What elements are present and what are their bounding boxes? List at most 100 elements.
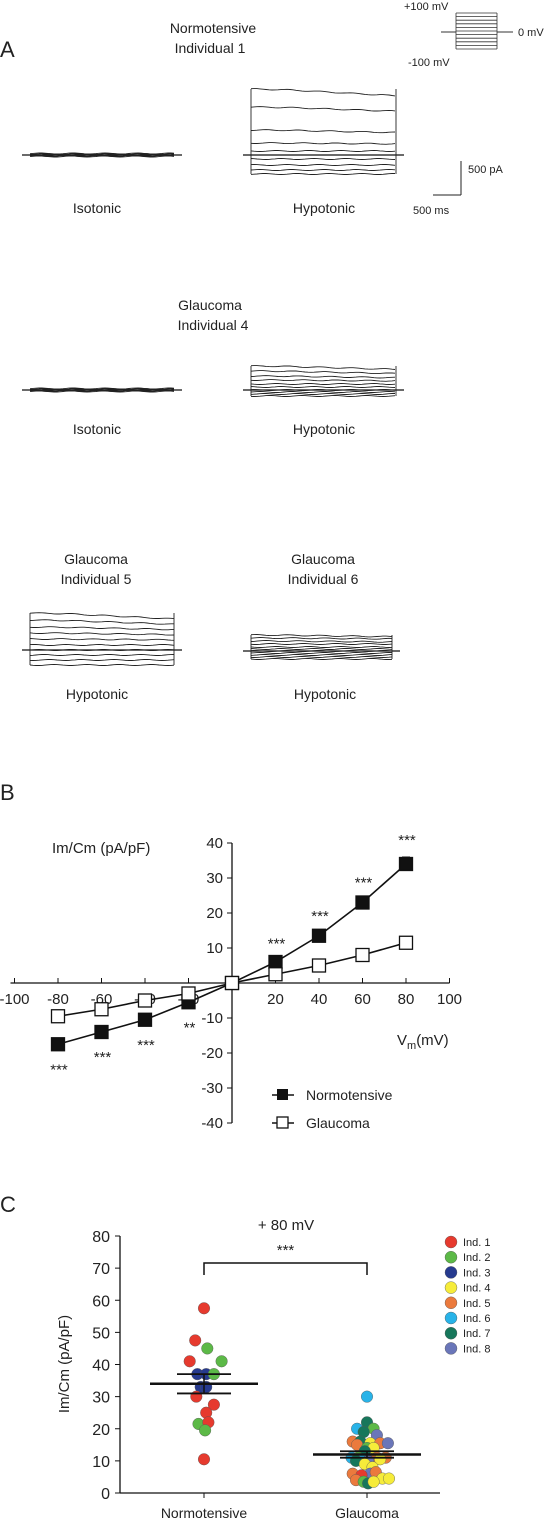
current-trace (250, 158, 396, 160)
c-point-ind-1 (197, 1453, 210, 1466)
protocol-top-label: +100 mV (404, 1, 449, 13)
current-trace (250, 173, 395, 175)
current-trace (29, 659, 175, 661)
current-trace (29, 664, 175, 666)
c-y-tick-label: 20 (92, 1422, 110, 1439)
trace-glaucoma6-hypotonic (243, 634, 400, 660)
c-y-tick-label: 30 (92, 1390, 110, 1407)
b-series (50, 856, 414, 1052)
b-point-glaucoma (224, 975, 240, 991)
b-point-normotensive (355, 895, 370, 910)
b-x-tick-label: 100 (437, 991, 462, 1008)
b-legend: Normotensive Glaucoma (272, 1087, 393, 1131)
c-title: + 80 mV (258, 1217, 314, 1234)
b-annotations: *********************** (50, 832, 416, 1078)
c-point-ind-1 (183, 1355, 196, 1368)
current-trace (250, 637, 393, 640)
current-trace (250, 650, 393, 652)
group2-title-line2: Individual 4 (178, 317, 249, 333)
c-legend-label: Ind. 7 (463, 1328, 491, 1340)
current-trace (29, 390, 175, 393)
legend-glaucoma-marker (276, 1116, 289, 1129)
c-legend-swatch (444, 1311, 458, 1325)
ind5-label: Hypotonic (66, 686, 128, 702)
current-trace (250, 129, 396, 134)
current-trace (29, 632, 175, 636)
c-y-tick-label: 0 (101, 1486, 110, 1503)
current-trace (250, 379, 396, 382)
current-trace (250, 643, 393, 645)
current-trace (250, 389, 396, 391)
current-trace (29, 612, 175, 620)
current-trace (250, 386, 396, 388)
b-y-tick-label: -10 (201, 1010, 223, 1027)
b-y-tick-label: 20 (206, 905, 223, 922)
b-point-normotensive (94, 1024, 109, 1040)
group2-left-label: Isotonic (73, 421, 121, 437)
c-point-ind-2 (215, 1355, 228, 1368)
b-y-tick-label: 10 (206, 940, 223, 957)
c-significance-label: *** (277, 1242, 295, 1259)
group2-right-label: Hypotonic (293, 421, 355, 437)
panel-c-label: C (0, 1192, 16, 1217)
current-trace (250, 654, 393, 656)
scale-current-label: 500 pA (468, 164, 504, 176)
trace-glaucoma5-hypotonic (22, 612, 182, 666)
c-legend-label: Ind. 6 (463, 1313, 491, 1325)
c-significance-bracket (203, 1262, 368, 1275)
voltage-protocol: +100 mV 0 mV -100 mV (404, 1, 544, 69)
c-y-tick-label: 60 (92, 1293, 110, 1310)
b-significance: *** (50, 1061, 68, 1078)
b-point-normotensive (311, 928, 327, 943)
scale-time-label: 500 ms (413, 205, 450, 217)
c-point-ind-6 (361, 1390, 374, 1403)
b-significance: ** (184, 1019, 196, 1036)
b-point-normotensive (268, 954, 283, 970)
trace-normotensive-hypotonic (243, 88, 404, 175)
b-x-axis-label-v: V (397, 1032, 407, 1049)
c-point-ind-4 (367, 1475, 380, 1488)
b-point-glaucoma (94, 1002, 109, 1017)
scale-bar: 500 pA 500 ms (413, 161, 504, 217)
current-trace (250, 656, 393, 658)
c-y-tick-label: 40 (92, 1358, 110, 1375)
b-significance: *** (398, 832, 416, 849)
group1-right-label: Hypotonic (293, 200, 355, 216)
c-point-ind-2 (199, 1424, 212, 1437)
b-point-glaucoma (398, 935, 414, 950)
current-trace (250, 640, 393, 643)
b-point-glaucoma (355, 947, 370, 963)
b-point-glaucoma (50, 1009, 66, 1024)
b-x-axis-label: Vm(mV) (397, 1032, 449, 1052)
protocol-steps (441, 12, 513, 50)
c-legend-label: Ind. 2 (463, 1252, 491, 1264)
c-y-tick-label: 80 (92, 1229, 110, 1246)
b-point-glaucoma (137, 993, 153, 1008)
c-legend: Ind. 1 Ind. 2 Ind. 3 Ind. 4 Ind. 5 Ind. 6 Ind.… (444, 1235, 491, 1355)
c-legend-label: Ind. 1 (463, 1237, 491, 1249)
c-legend-label: Ind. 3 (463, 1267, 491, 1279)
b-y-tick-label: 40 (206, 835, 223, 852)
current-trace (250, 169, 396, 171)
current-trace (250, 383, 396, 385)
c-category-normotensive: Normotensive (161, 1505, 248, 1521)
b-significance: *** (311, 908, 329, 925)
c-legend-label: Ind. 5 (463, 1298, 491, 1310)
c-legend-swatch (444, 1266, 458, 1279)
current-trace (250, 652, 393, 654)
b-point-normotensive (50, 1037, 66, 1052)
current-trace (250, 375, 396, 379)
group2-title-line1: Glaucoma (178, 297, 242, 313)
b-y-tick-label: -30 (201, 1080, 223, 1097)
trace-normotensive-isotonic (22, 152, 182, 158)
current-trace (250, 370, 396, 375)
b-y-axis-label: Im/Cm (pA/pF) (52, 840, 150, 857)
current-trace (29, 626, 175, 631)
group1-title-line2: Individual 1 (175, 40, 246, 56)
current-trace (250, 106, 396, 112)
legend-normotensive-label: Normotensive (306, 1087, 393, 1103)
c-legend-swatch (444, 1326, 458, 1340)
b-x-tick-label: 40 (311, 991, 328, 1008)
b-x-tick-label: -100 (0, 991, 30, 1008)
